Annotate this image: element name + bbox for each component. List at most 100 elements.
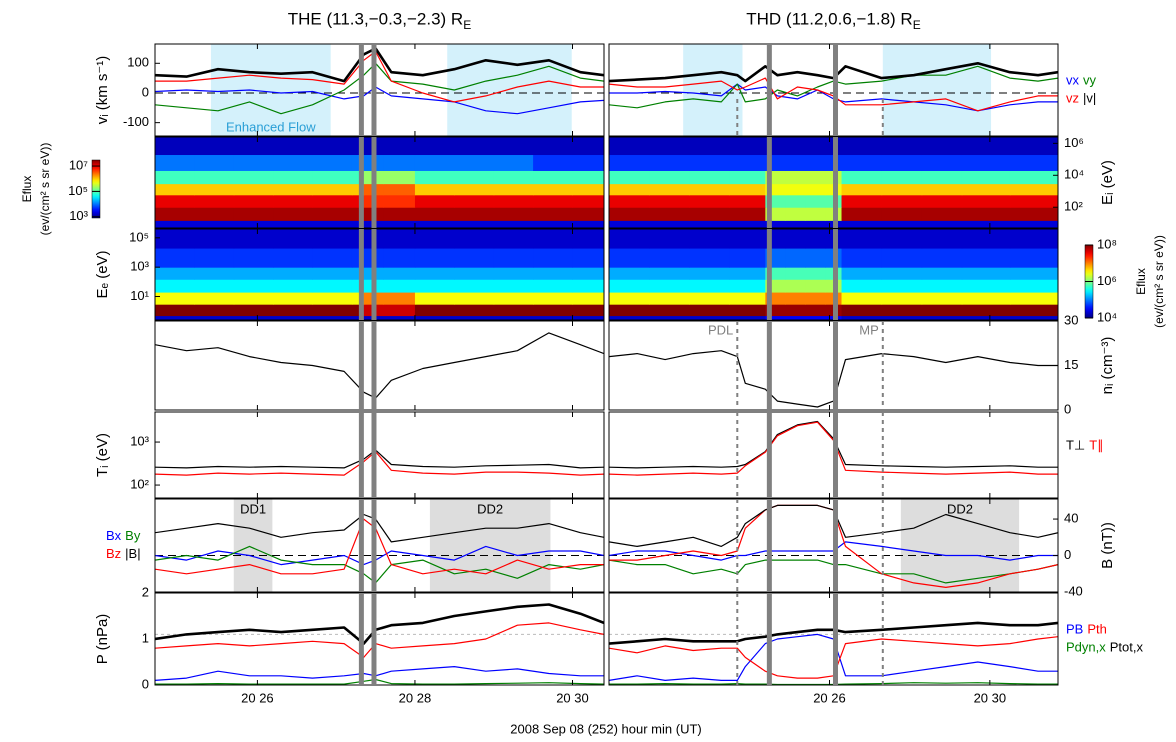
heatmap-cell bbox=[572, 207, 604, 221]
heatmap-cell bbox=[1009, 207, 1058, 221]
heatmap-cell bbox=[155, 220, 195, 228]
heatmap-cell bbox=[921, 183, 963, 196]
heatmap-cell bbox=[155, 279, 195, 293]
heatmap-cell bbox=[841, 304, 883, 317]
colorbar-tick-label: 10⁷ bbox=[69, 157, 88, 172]
y-tick-label: 10⁴ bbox=[1064, 167, 1084, 182]
colorbar-label: Eflux bbox=[20, 176, 34, 203]
heatmap-cell bbox=[1009, 315, 1058, 320]
heatmap-cell bbox=[649, 292, 690, 305]
heatmap-cell bbox=[1009, 267, 1058, 280]
heatmap-cell bbox=[961, 170, 1011, 185]
x-tick-label: 20 30 bbox=[974, 690, 1007, 705]
heatmap-cell bbox=[194, 292, 235, 305]
heatmap-cell bbox=[273, 154, 314, 171]
heatmap-cell bbox=[729, 279, 766, 293]
heatmap-cell bbox=[414, 137, 455, 156]
heatmap-cell bbox=[765, 220, 786, 228]
heatmap-cell bbox=[841, 194, 883, 208]
heatmap-cell bbox=[233, 220, 274, 228]
heatmap-cell bbox=[533, 194, 573, 208]
heatmap-cell bbox=[383, 229, 416, 249]
heatmap-cell bbox=[649, 137, 690, 156]
heatmap-cell bbox=[454, 315, 495, 320]
heatmap-cell bbox=[273, 220, 314, 228]
colorbar-label: (ev/(cm² s sr eV)) bbox=[1152, 235, 1166, 328]
y-tick-label: 10⁶ bbox=[1064, 135, 1084, 150]
heatmap-cell bbox=[383, 154, 416, 171]
heatmap-cell bbox=[785, 315, 806, 320]
heatmap-cell bbox=[273, 315, 314, 320]
heatmap-cell bbox=[454, 292, 495, 305]
heatmap-cell bbox=[1009, 248, 1058, 268]
heatmap-cell bbox=[785, 279, 806, 293]
heatmap-cell bbox=[961, 267, 1011, 280]
heatmap-cell bbox=[383, 267, 416, 280]
heatmap-cell bbox=[312, 229, 353, 249]
heatmap-cell bbox=[493, 183, 534, 196]
heatmap-cell bbox=[805, 292, 826, 305]
heatmap-cell bbox=[921, 207, 963, 221]
heatmap-cell bbox=[805, 315, 826, 320]
heatmap-cell bbox=[649, 229, 690, 249]
heatmap-cell bbox=[454, 220, 495, 228]
heatmap-cell bbox=[533, 154, 573, 171]
heatmap-cell bbox=[493, 207, 534, 221]
heatmap-cell bbox=[881, 154, 923, 171]
heatmap-cell bbox=[572, 279, 604, 293]
heatmap-cell bbox=[233, 183, 274, 196]
y-tick-label: 30 bbox=[1064, 312, 1078, 327]
heatmap-cell bbox=[493, 267, 534, 280]
heatmap-cell bbox=[841, 207, 883, 221]
y-tick-label: -100 bbox=[123, 114, 149, 129]
heatmap-cell bbox=[572, 267, 604, 280]
y-tick-label: 0 bbox=[142, 676, 149, 691]
y-tick-label: 15 bbox=[1064, 357, 1078, 372]
heatmap-cell bbox=[572, 220, 604, 228]
heatmap-cell bbox=[881, 207, 923, 221]
heatmap-cell bbox=[729, 267, 766, 280]
heatmap-cell bbox=[785, 170, 806, 185]
panel bbox=[155, 44, 604, 136]
heatmap-cell bbox=[383, 183, 416, 196]
heatmap-cell bbox=[649, 194, 690, 208]
heatmap-cell bbox=[414, 279, 455, 293]
y-tick-label: 0 bbox=[1064, 401, 1071, 416]
heatmap-cell bbox=[689, 154, 730, 171]
y-tick-label: 100 bbox=[127, 55, 149, 70]
heatmap-cell bbox=[383, 220, 416, 228]
heatmap-cell bbox=[765, 304, 786, 317]
y-tick-label: 40 bbox=[1064, 510, 1078, 525]
heatmap-cell bbox=[194, 137, 235, 156]
heatmap-cell bbox=[841, 267, 883, 280]
colorbar-tick-label: 10⁴ bbox=[1097, 309, 1117, 324]
heatmap-cell bbox=[609, 267, 650, 280]
heatmap-cell bbox=[233, 248, 274, 268]
heatmap-cell bbox=[961, 315, 1011, 320]
heatmap-cell bbox=[493, 194, 534, 208]
shaded-span bbox=[683, 44, 743, 136]
heatmap-cell bbox=[312, 170, 353, 185]
span-label: Enhanced Flow bbox=[226, 119, 316, 134]
legend-entry: Ptot,x bbox=[1110, 639, 1144, 654]
heatmap-cell bbox=[454, 194, 495, 208]
heatmap-cell bbox=[689, 279, 730, 293]
heatmap-cell bbox=[414, 220, 455, 228]
heatmap-cell bbox=[273, 279, 314, 293]
heatmap-cell bbox=[649, 220, 690, 228]
heatmap-cell bbox=[194, 183, 235, 196]
heatmap-cell bbox=[805, 279, 826, 293]
heatmap-cell bbox=[383, 292, 416, 305]
heatmap-cell bbox=[454, 207, 495, 221]
heatmap-cell bbox=[572, 137, 604, 156]
heatmap-cell bbox=[841, 220, 883, 228]
heatmap-cell bbox=[493, 292, 534, 305]
x-tick-label: 20 28 bbox=[399, 690, 432, 705]
heatmap-cell bbox=[493, 248, 534, 268]
heatmap-cell bbox=[785, 229, 806, 249]
heatmap-cell bbox=[729, 154, 766, 171]
heatmap-cell bbox=[155, 315, 195, 320]
heatmap-cell bbox=[155, 229, 195, 249]
